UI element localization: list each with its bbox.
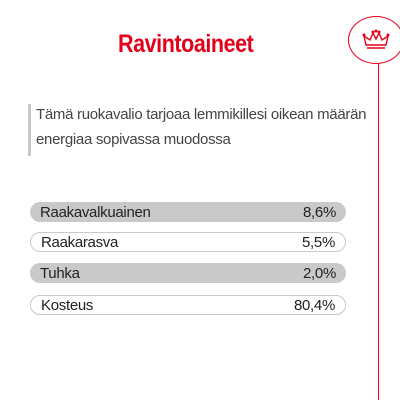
description-text: Tämä ruokavalio tarjoaa lemmikillesi oik… xyxy=(36,106,367,148)
nutrient-label: Raakarasva xyxy=(41,233,119,251)
nutrient-label: Raakavalkuainen xyxy=(40,203,151,221)
description-accent-bar xyxy=(28,104,31,156)
nutrient-row: Raakarasva 5,5% xyxy=(30,232,346,252)
nutrient-row: Raakavalkuainen 8,6% xyxy=(30,202,346,222)
nutrient-row: Tuhka 2,0% xyxy=(30,263,346,283)
nutrient-value: 80,4% xyxy=(293,296,335,314)
brand-badge xyxy=(348,16,400,64)
nutrient-label: Tuhka xyxy=(40,264,80,282)
nutrient-row: Kosteus 80,4% xyxy=(30,295,346,315)
nutrient-value: 2,0% xyxy=(303,264,336,282)
crown-icon xyxy=(362,29,390,49)
nutrient-value: 8,6% xyxy=(303,203,336,221)
nutrient-value: 5,5% xyxy=(302,233,335,251)
nutrient-label: Kosteus xyxy=(41,296,94,314)
divider-line xyxy=(378,64,379,400)
page-title: Ravintoaineet xyxy=(118,30,254,58)
